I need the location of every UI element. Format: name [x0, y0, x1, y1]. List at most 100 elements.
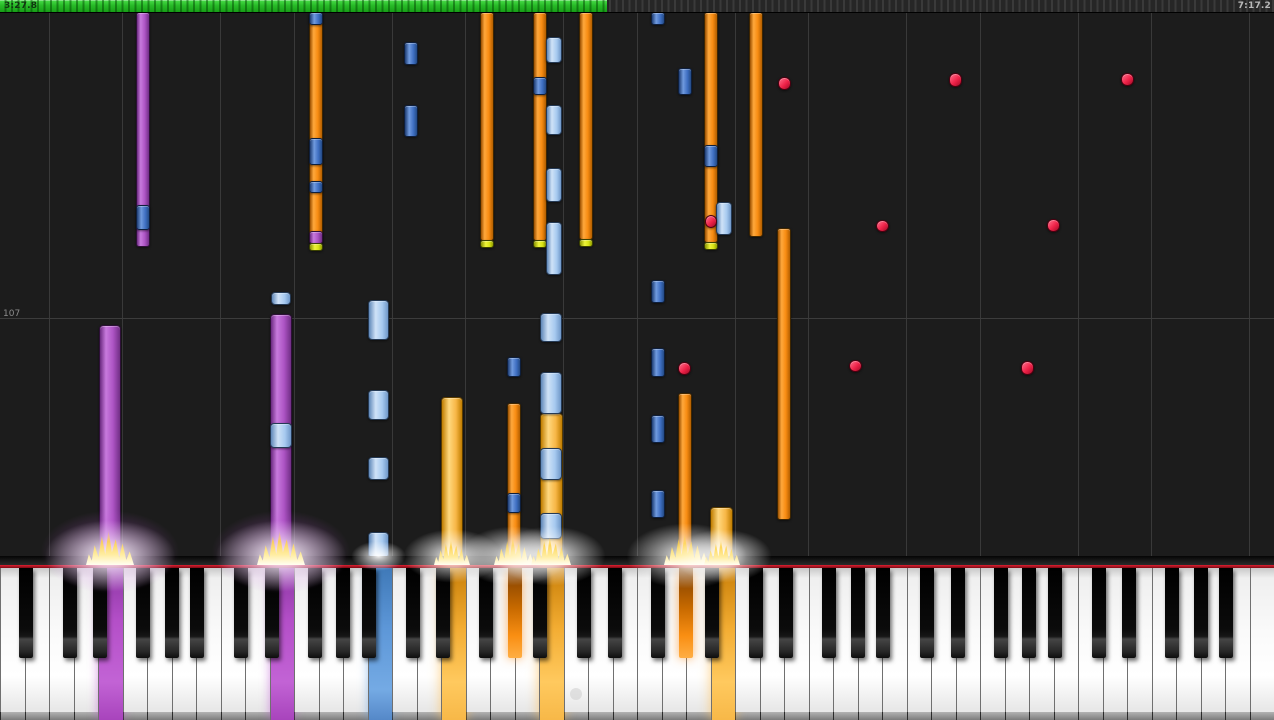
piano-key-Gs1[interactable] [164, 568, 179, 658]
note-Cs3-dblue [404, 42, 418, 65]
piano-key-As6[interactable] [1047, 568, 1062, 658]
piano-key-Cs3[interactable] [405, 568, 420, 658]
key-bottom-segment [294, 712, 319, 720]
octave-gridline [220, 12, 221, 556]
note-As3-dblue [533, 77, 547, 95]
piano-key-Cs4[interactable] [577, 568, 591, 658]
note-As4-dblue [704, 145, 718, 167]
note-B3-lblue [546, 222, 562, 275]
key-bottom-segment [931, 712, 956, 720]
note-Cs4-orange [579, 12, 593, 240]
piano-key-Ds3[interactable] [436, 568, 450, 658]
key-bottom-segment [122, 712, 147, 720]
note-Fs2-dblue [309, 138, 323, 165]
piano-key-As2[interactable] [361, 568, 376, 658]
octave-gridline [808, 12, 809, 556]
piano-key-Fs6[interactable] [993, 568, 1008, 658]
piano-key-Gs6[interactable] [1022, 568, 1036, 658]
note-B3-lblue [540, 313, 562, 342]
note-B2-lblue [368, 390, 389, 420]
note-Cs3-dblue [404, 105, 418, 137]
piano-key-Ds7[interactable] [1122, 568, 1136, 658]
piano-key-Cs2[interactable] [234, 568, 248, 658]
note-Fs3-orange [480, 12, 494, 241]
key-bottom-segment [612, 712, 637, 720]
piano-key-C8[interactable] [1249, 568, 1274, 712]
note-Gs5-red [876, 220, 889, 232]
note-Ds7-red [1121, 73, 1134, 86]
note-Ds5-red [778, 77, 791, 90]
key-bottom-segment [73, 712, 98, 720]
piano-key-Ds1[interactable] [93, 568, 107, 658]
piano-key-Fs5[interactable] [822, 568, 836, 658]
note-Fs1-dblue [136, 205, 150, 230]
note-Gs3-dblue [507, 493, 521, 513]
piano-key-As3[interactable] [533, 568, 547, 658]
playback-progress-bar[interactable]: 3:27.8 7:17.2 [0, 0, 1274, 13]
note-Fs2-dblue [309, 181, 323, 193]
piano-key-Cs5[interactable] [748, 568, 763, 658]
octave-gridline [122, 12, 123, 556]
note-Gs3-dblue [507, 357, 521, 377]
piano-key-Gs2[interactable] [336, 568, 350, 658]
piano-key-Fs7[interactable] [1165, 568, 1179, 658]
measure-line [0, 318, 1274, 319]
piano-key-Fs3[interactable] [479, 568, 493, 658]
key-bottom-segment [24, 712, 49, 720]
note-E3-gold [441, 397, 463, 559]
octave-gridline [563, 12, 564, 556]
piano-key-Fs1[interactable] [136, 568, 150, 658]
key-bottom-segment [1249, 712, 1274, 720]
octave-gridline [49, 12, 50, 556]
key-bottom-segment [955, 712, 980, 720]
piano-key-Gs7[interactable] [1193, 568, 1208, 658]
progress-fill [0, 0, 607, 12]
piano-key-Fs2[interactable] [307, 568, 322, 658]
piano-key-As5[interactable] [876, 568, 890, 658]
key-bottom-segment [318, 712, 343, 720]
piano-key-As0[interactable] [18, 568, 33, 658]
piano-key-Gs5[interactable] [850, 568, 865, 658]
piano-key-Ds2[interactable] [264, 568, 279, 658]
note-B3-lblue [540, 448, 562, 480]
key-bottom-segment [784, 712, 809, 720]
key-bottom-segment [416, 712, 441, 720]
piano-key-Fs4[interactable] [650, 568, 665, 658]
note-B2-lblue [368, 532, 389, 558]
note-E2-lblue [270, 423, 292, 448]
note-Cs6-red [949, 73, 962, 87]
key-bottom-segment [196, 712, 221, 720]
key-bottom-segment [980, 712, 1005, 720]
total-time-label: 7:17.2 [1237, 1, 1271, 11]
key-bottom-segment [392, 712, 417, 720]
piano-key-As7[interactable] [1219, 568, 1233, 658]
note-Fs2-dblue [309, 12, 323, 25]
octave-gridline [980, 12, 981, 556]
piano-key-As4[interactable] [704, 568, 719, 658]
note-E2-lblue [271, 292, 291, 305]
key-bottom-segment [1176, 712, 1201, 720]
key-bottom-segment [1200, 712, 1225, 720]
piano-key-Cs6[interactable] [920, 568, 934, 658]
key-bottom-segment [735, 712, 760, 720]
key-bottom-segment [637, 712, 662, 720]
piano-key-Cs1[interactable] [62, 568, 77, 658]
piano-key-Gs3[interactable] [507, 568, 522, 658]
piano-key-Ds5[interactable] [779, 568, 793, 658]
piano-key-Ds4[interactable] [607, 568, 622, 658]
key-bottom-segment [1102, 712, 1127, 720]
note-B2-lblue [368, 457, 389, 480]
piano-key-Gs4[interactable] [679, 568, 693, 658]
note-As3-yellow [533, 240, 547, 248]
note-B3-lblue [540, 372, 562, 414]
key-bottom-segment [343, 712, 368, 720]
note-Fs3-yellow [480, 240, 494, 248]
piano-key-As1[interactable] [190, 568, 204, 658]
key-bottom-segment [808, 712, 833, 720]
key-bottom-segment [1029, 712, 1054, 720]
piano-key-Cs7[interactable] [1091, 568, 1106, 658]
piano-key-Ds6[interactable] [950, 568, 965, 658]
measure-number-label: 107 [3, 309, 21, 319]
note-As4-red [705, 215, 717, 228]
